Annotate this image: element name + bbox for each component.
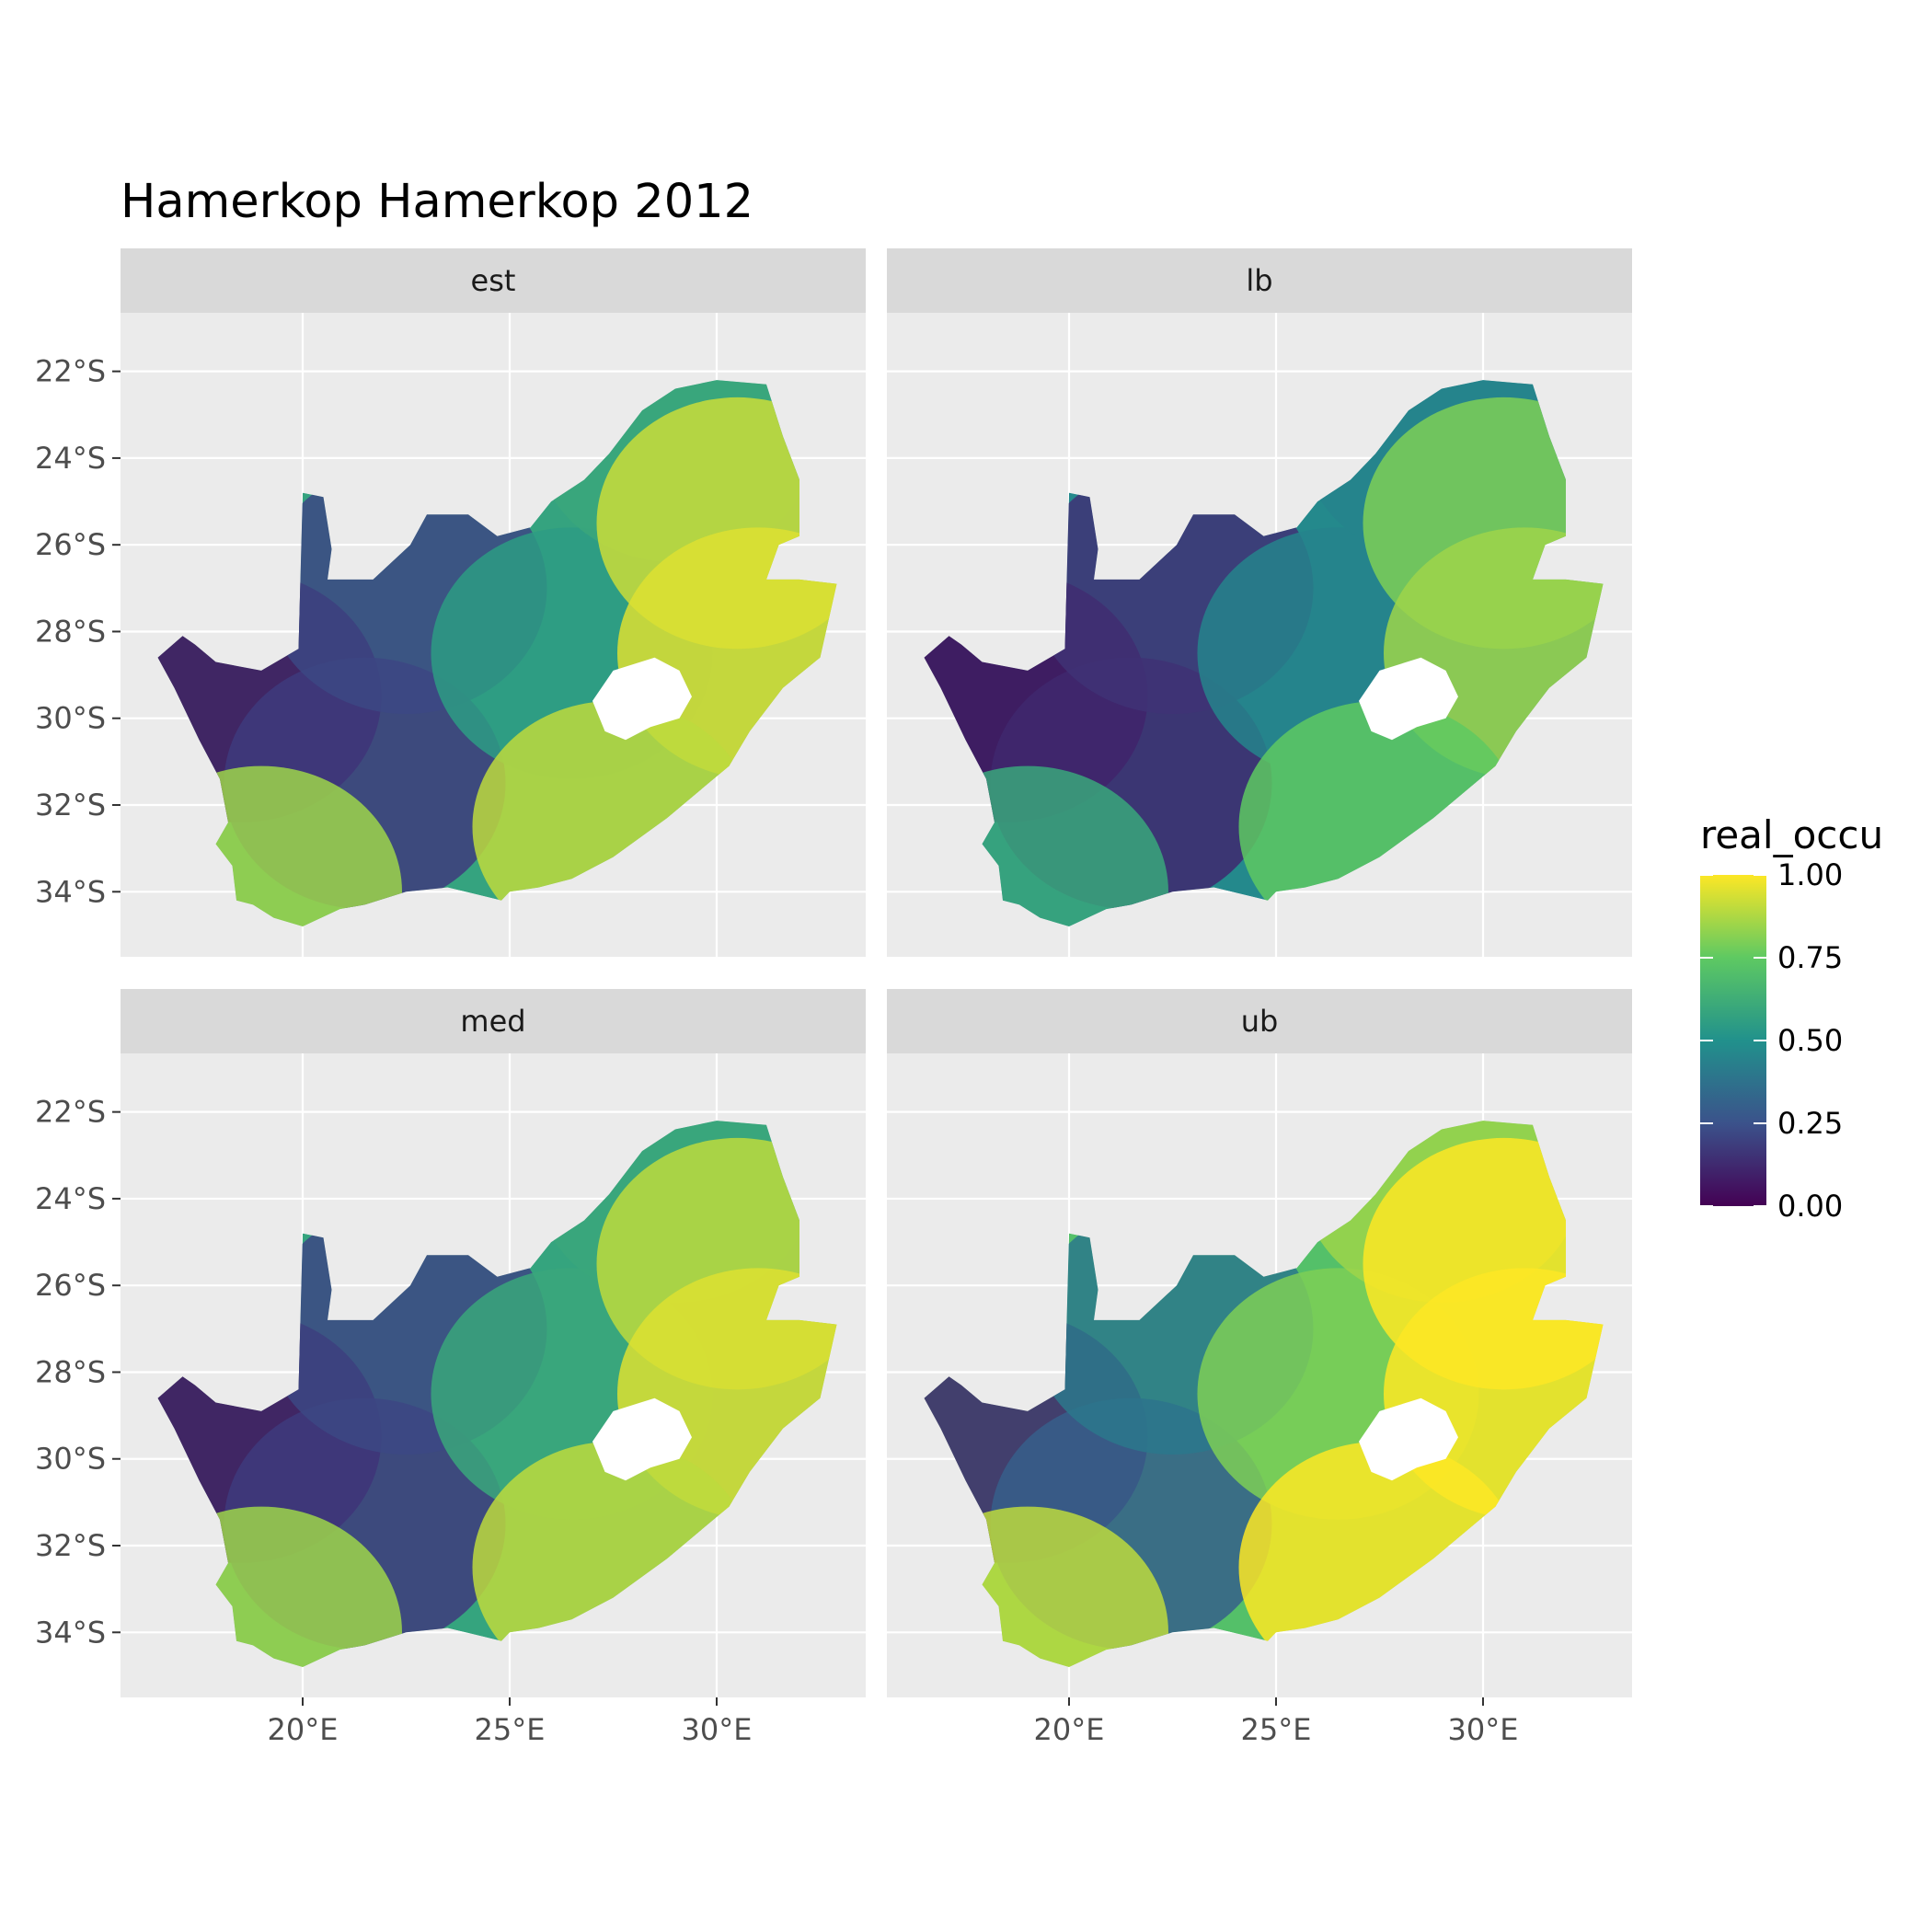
y-tick-label: 30°S — [35, 701, 106, 736]
lesotho-no-data — [1359, 657, 1458, 741]
facet-strip — [121, 248, 866, 313]
legend-tick-label: 0.00 — [1777, 1189, 1843, 1224]
y-tick-label: 28°S — [35, 1354, 106, 1389]
lesotho-no-data — [592, 1397, 692, 1481]
x-tick-label: 25°E — [1241, 1712, 1312, 1747]
y-tick-label: 28°S — [35, 614, 106, 649]
x-tick-label: 30°E — [1448, 1712, 1519, 1747]
x-tick-label: 25°E — [475, 1712, 546, 1747]
facet-panel-est: est 22°S 24°S 26°S 28°S 30°S 32°S 34°S — [35, 248, 866, 957]
facet-strip — [121, 989, 866, 1053]
facet-panel-med: med 22°S 24°S 26°S 28°S 30°S 32°S 34°S 20°E 25°E 3… — [35, 989, 866, 1747]
facet-panels: est 22°S 24°S 26°S 28°S 30°S 32°S 34°S lb med 22°S… — [35, 248, 1632, 1747]
legend-tick-label: 0.50 — [1777, 1023, 1843, 1058]
facet-strip — [887, 989, 1632, 1053]
y-tick-label: 30°S — [35, 1442, 106, 1477]
facet-strip-label: ub — [1241, 1004, 1279, 1039]
y-tick-label: 34°S — [35, 874, 106, 909]
facet-strip-label: est — [471, 263, 516, 298]
y-tick-label: 22°S — [35, 354, 106, 389]
chart-title: Hamerkop Hamerkop 2012 — [121, 175, 753, 229]
x-tick-label: 20°E — [1034, 1712, 1105, 1747]
y-tick-label: 26°S — [35, 1268, 106, 1303]
y-tick-label: 26°S — [35, 527, 106, 562]
y-tick-label: 32°S — [35, 1528, 106, 1563]
y-tick-label: 32°S — [35, 788, 106, 822]
facet-panel-lb: lb — [887, 248, 1632, 957]
y-tick-label: 22°S — [35, 1095, 106, 1130]
legend-tick-label: 0.75 — [1777, 940, 1843, 975]
facet-strip — [887, 248, 1632, 313]
y-tick-label: 24°S — [35, 441, 106, 476]
facet-panel-ub: ub 20°E 25°E 30°E — [887, 989, 1632, 1747]
facet-strip-label: med — [460, 1004, 525, 1039]
legend-ticks: 1.00 0.75 0.50 0.25 0.00 — [1700, 857, 1843, 1224]
lesotho-no-data — [592, 657, 692, 741]
legend: real_occu 1.00 0.75 0.50 0.25 0.00 — [1700, 812, 1883, 1224]
x-tick-label: 20°E — [268, 1712, 339, 1747]
x-tick-label: 30°E — [682, 1712, 753, 1747]
y-tick-label: 24°S — [35, 1181, 106, 1216]
y-tick-label: 34°S — [35, 1615, 106, 1650]
legend-tick-label: 0.25 — [1777, 1106, 1843, 1141]
lesotho-no-data — [1359, 1397, 1458, 1481]
legend-tick-label: 1.00 — [1777, 857, 1843, 892]
facet-strip-label: lb — [1246, 263, 1272, 298]
legend-title: real_occu — [1700, 812, 1883, 857]
